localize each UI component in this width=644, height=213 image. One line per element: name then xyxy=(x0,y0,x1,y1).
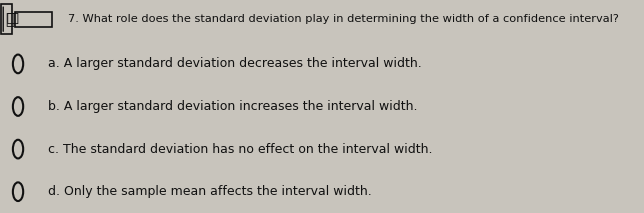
Text: a. A larger standard deviation decreases the interval width.: a. A larger standard deviation decreases… xyxy=(48,57,422,71)
Text: 7. What role does the standard deviation play in determining the width of a conf: 7. What role does the standard deviation… xyxy=(68,14,618,24)
Text: d. Only the sample mean affects the interval width.: d. Only the sample mean affects the inte… xyxy=(48,185,372,198)
Text: c. The standard deviation has no effect on the interval width.: c. The standard deviation has no effect … xyxy=(48,142,433,156)
Text: ☐: ☐ xyxy=(5,12,19,27)
Text: b. A larger standard deviation increases the interval width.: b. A larger standard deviation increases… xyxy=(48,100,418,113)
Text: ⨿: ⨿ xyxy=(5,12,14,27)
